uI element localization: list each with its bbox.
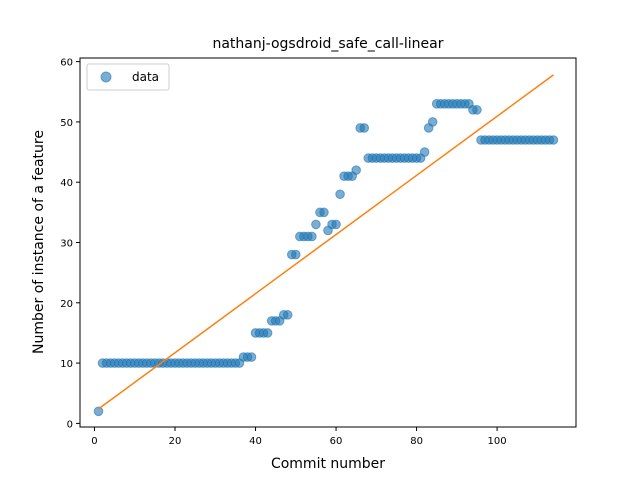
data-point — [427, 117, 438, 127]
data-point — [290, 249, 301, 260]
axis-ticks: 0 20 40 60 80 100 0 10 20 30 40 50 60 — [60, 58, 506, 447]
y-tick-label: 10 — [60, 359, 73, 370]
y-tick-label: 30 — [60, 239, 73, 250]
data-point — [335, 189, 345, 200]
data-point — [93, 406, 104, 417]
fit-line — [98, 74, 554, 410]
x-tick-label: 100 — [488, 436, 507, 447]
data-point — [246, 352, 257, 362]
y-tick-label: 40 — [60, 178, 73, 189]
data-point — [359, 123, 370, 133]
x-axis-label: Commit number — [271, 456, 385, 472]
data-point — [282, 310, 293, 320]
data-point — [262, 328, 273, 338]
y-tick-label: 60 — [60, 58, 73, 69]
x-tick-label: 60 — [330, 436, 343, 447]
x-tick-label: 40 — [249, 436, 262, 447]
data-point — [307, 231, 317, 242]
data-point — [311, 219, 321, 230]
legend: data — [86, 63, 170, 91]
x-tick-label: 0 — [91, 436, 97, 447]
legend-box — [86, 63, 170, 91]
y-tick-label: 50 — [60, 118, 73, 129]
chart-title: nathanj-ogsdroid_safe_call-linear — [212, 36, 443, 52]
data-points — [93, 99, 559, 417]
x-tick-label: 20 — [169, 436, 182, 447]
y-tick-label: 0 — [67, 419, 73, 430]
data-point — [319, 207, 329, 218]
y-axis-label: Number of instance of a feature — [31, 130, 47, 354]
x-tick-label: 80 — [410, 436, 423, 447]
data-point — [472, 105, 482, 115]
plot-frame — [79, 57, 577, 428]
data-point — [548, 135, 559, 145]
data-point — [331, 219, 341, 230]
y-tick-label: 20 — [60, 299, 73, 310]
legend-marker-data — [100, 71, 112, 83]
fit-line-group — [98, 74, 554, 410]
data-point — [351, 165, 361, 175]
legend-label-data: data — [132, 70, 159, 84]
data-point — [419, 147, 430, 157]
